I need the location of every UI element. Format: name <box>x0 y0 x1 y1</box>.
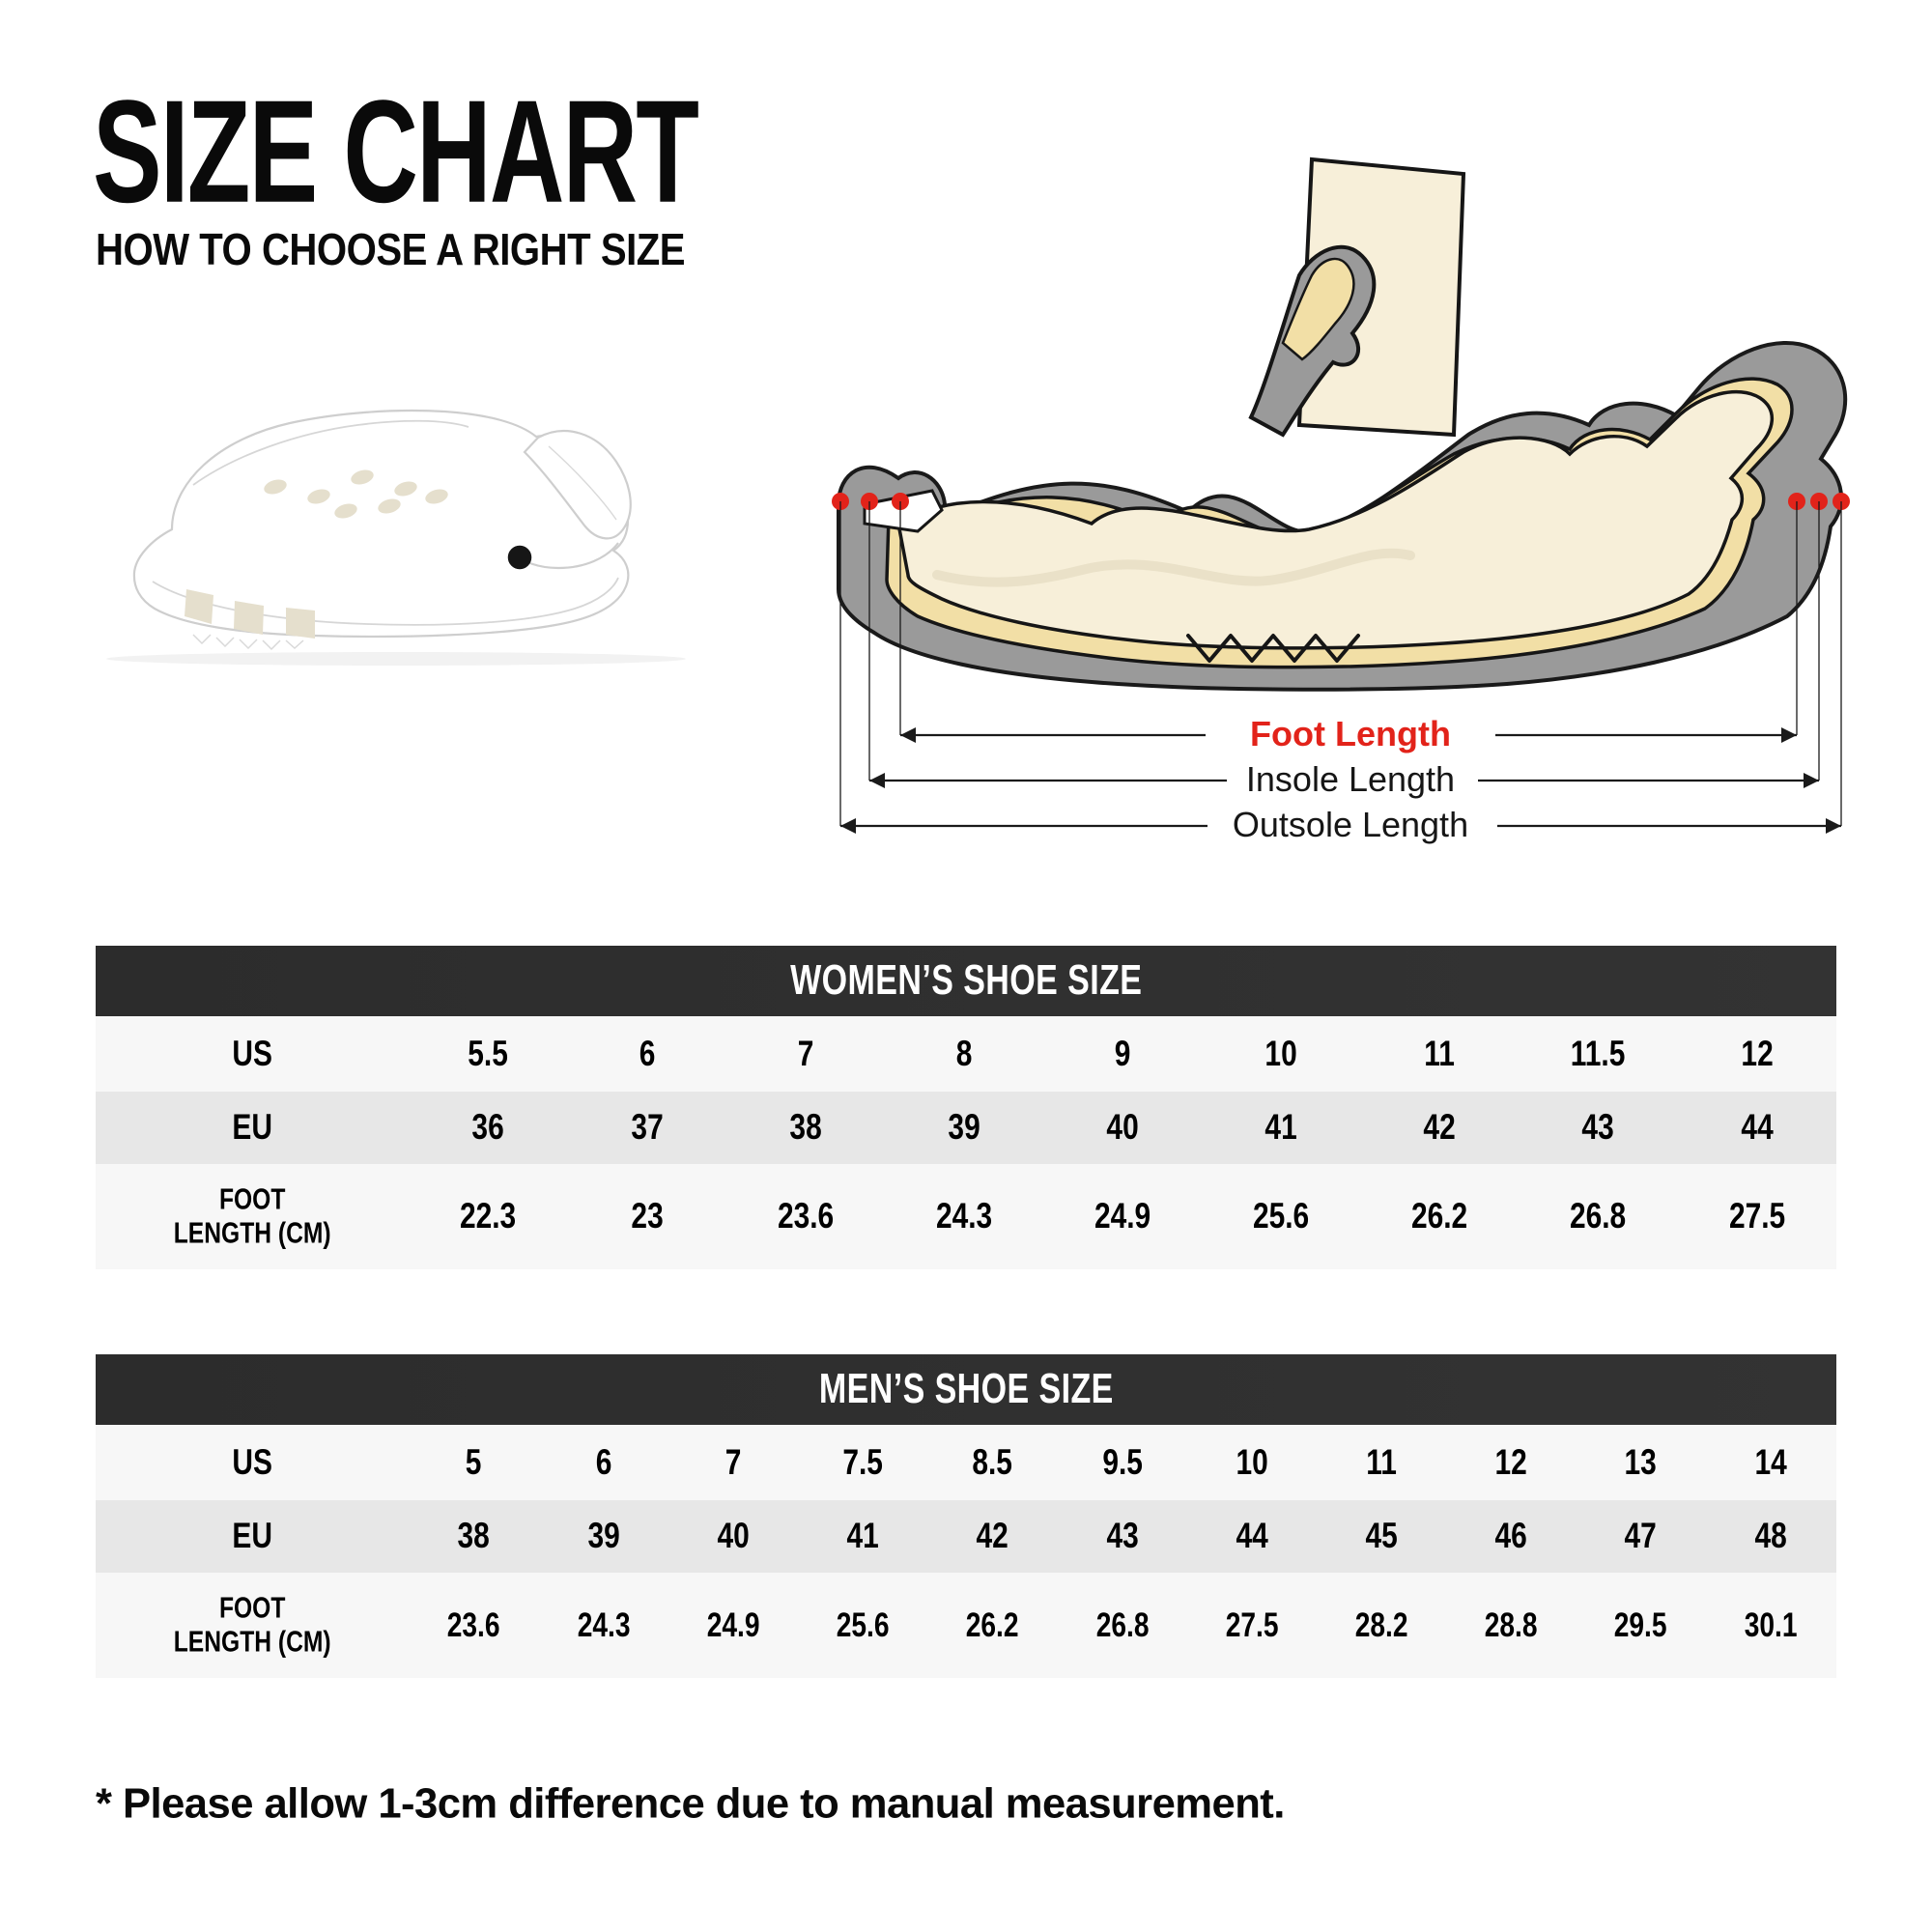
svg-text:Insole Length: Insole Length <box>1246 759 1455 799</box>
svg-text:Foot Length: Foot Length <box>1250 714 1451 753</box>
svg-text:Outsole Length: Outsole Length <box>1233 805 1468 844</box>
